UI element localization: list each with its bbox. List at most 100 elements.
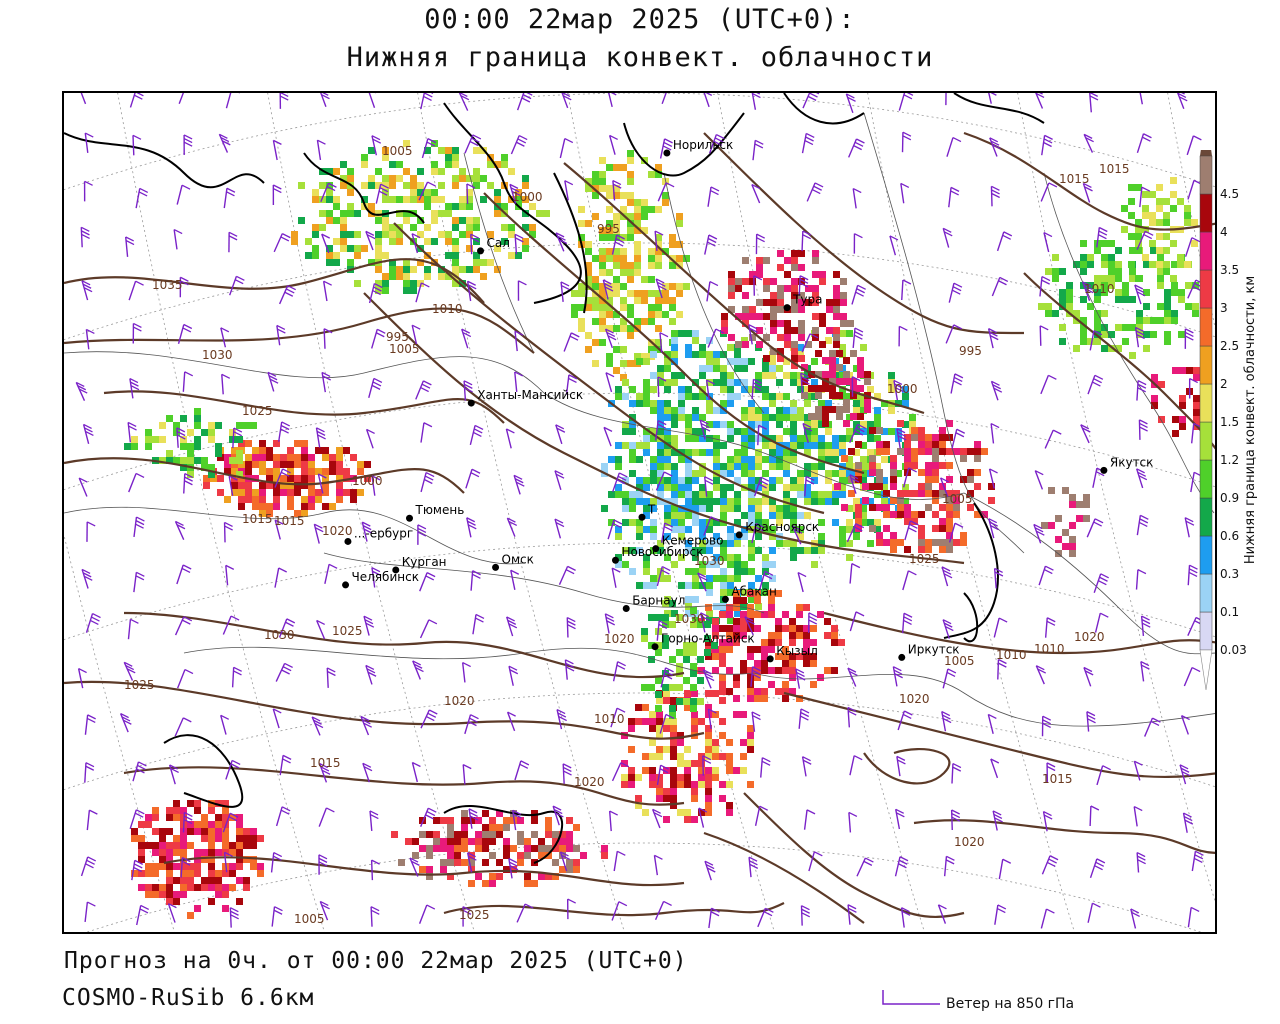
- city-dot: [1100, 466, 1108, 474]
- city-marker: Иркутск: [898, 642, 960, 661]
- isobar-label: 1020: [322, 524, 353, 538]
- isobar-label: 995: [386, 330, 409, 344]
- isobar-label: 1015: [1042, 772, 1073, 786]
- city-dot: [898, 653, 906, 661]
- city-marker: ...-ербург: [344, 526, 413, 545]
- city-label: Кызыл: [776, 644, 818, 658]
- city-label: Тюмень: [415, 503, 465, 517]
- isobar-label: 995: [959, 344, 982, 358]
- isobar-label: 1010: [1034, 642, 1065, 656]
- legend-tick-labels: 0.03 0.1 0.3 0.6 0.9 1.2 1.5 2 2.5 3 3.5 4 4.5: [1220, 187, 1247, 657]
- isobar-label: 1025: [124, 678, 155, 692]
- city-dot: [342, 581, 350, 589]
- city-label: Якутск: [1110, 455, 1154, 469]
- wind-legend-label: Ветер на 850 гПа: [946, 996, 1075, 1012]
- isobar-label: 1020: [954, 835, 985, 849]
- map-title-line2: Нижняя граница конвект. облачности: [346, 42, 934, 73]
- legend-title: Нижняя граница конвект. облачности, км: [1243, 276, 1258, 564]
- legend-tick-label: 0.1: [1220, 605, 1239, 619]
- legend-tick-label: 1.2: [1220, 453, 1239, 467]
- isobar-label: 1020: [899, 692, 930, 706]
- legend-swatch: [1199, 535, 1213, 575]
- legend-tick-label: 4.5: [1220, 187, 1239, 201]
- city-marker: Тура: [783, 293, 822, 312]
- isobar-label: 1005: [294, 912, 325, 926]
- legend-swatch: [1199, 421, 1213, 461]
- city-marker: Челябинск: [342, 570, 419, 589]
- coastlines: [64, 93, 1045, 864]
- city-dot: [344, 537, 352, 545]
- isobar-label: 1030: [674, 612, 705, 626]
- city-label: Омск: [502, 552, 534, 566]
- legend-tick-label: 1.5: [1220, 415, 1239, 429]
- legend-tick-label: 2.5: [1220, 339, 1239, 353]
- city-marker: Горно-Алтайск: [651, 632, 755, 651]
- forecast-caption: Прогноз на 0ч. от 00:00 22мар 2025 (UTC+…: [64, 948, 688, 974]
- legend-swatch: [1199, 497, 1213, 537]
- isobar-contours: [64, 131, 1215, 924]
- isobar-label: 1025: [909, 552, 940, 566]
- isobar-label: 1005: [382, 144, 413, 158]
- city-marker: Тюмень: [406, 503, 464, 522]
- city-marker: Новосибирск: [611, 545, 703, 564]
- city-dot: [492, 563, 500, 571]
- city-marker: Омск: [492, 552, 534, 571]
- city-marker: Якутск: [1100, 455, 1153, 474]
- city-label: Ханты-Мансийск: [477, 388, 583, 402]
- isobar-label: 1015: [242, 512, 273, 526]
- legend-swatch: [1199, 155, 1213, 195]
- model-caption: COSMO-RuSib 6.6км: [62, 985, 315, 1011]
- city-dot: [467, 399, 475, 407]
- city-label: Абакан: [731, 584, 776, 598]
- city-label: Красноярск: [745, 520, 819, 534]
- graticule-lines: [64, 93, 1215, 932]
- legend-top-triangle: [1200, 150, 1212, 156]
- legend-bottom-triangle: [1199, 649, 1213, 690]
- isobar-label: 1015: [310, 756, 341, 770]
- isobar-label: 1030: [694, 554, 725, 568]
- legend-tick-label: 3: [1220, 301, 1228, 315]
- color-legend: 0.03 0.1 0.3 0.6 0.9 1.2 1.5 2 2.5 3 3.5 4 4.5: [1199, 150, 1247, 690]
- isobar-labels: 1005 1000 995 1035 1030 1025 1020 1015 1010 1005 1…: [124, 144, 1130, 926]
- isobar-label: 1025: [459, 908, 490, 922]
- legend-tick-label: 4: [1220, 225, 1228, 239]
- city-label: Норильск: [673, 138, 733, 152]
- legend-swatch: [1199, 573, 1213, 613]
- isobar-label: 1020: [444, 694, 475, 708]
- city-dot: [721, 595, 729, 603]
- isobar-label: 1005: [944, 654, 975, 668]
- city-dot: [652, 545, 660, 553]
- legend-swatch: [1199, 231, 1213, 271]
- isobar-label: 1035: [152, 278, 183, 292]
- legend-swatch: [1199, 383, 1213, 423]
- isobar-label: 1010: [1084, 282, 1115, 296]
- legend-swatch: [1199, 307, 1213, 347]
- city-marker: Кемерово: [652, 534, 723, 553]
- city-dot: [638, 513, 646, 521]
- city-dot: [406, 514, 414, 522]
- isobar-label: 1015: [1059, 172, 1090, 186]
- isobar-label: 1020: [1074, 630, 1105, 644]
- isobar-label: 1000: [512, 190, 543, 204]
- city-markers: Норильск Якутск Тура Сал Ханты-Мансийск ...-е…: [342, 138, 1153, 663]
- city-dot: [611, 556, 619, 564]
- legend-swatch: [1199, 269, 1213, 309]
- isobar-label: 1020: [604, 632, 635, 646]
- city-marker: Курган: [392, 555, 447, 574]
- isobar-label: 1015: [1099, 162, 1130, 176]
- map-canvas: 1005 1000 995 1035 1030 1025 1020 1015 1010 1005 1…: [64, 93, 1215, 932]
- city-marker: Кызыл: [766, 644, 818, 663]
- city-label: Иркутск: [908, 642, 960, 656]
- isobar-label: 1030: [264, 628, 295, 642]
- isobar-label: 1015: [274, 514, 305, 528]
- city-label: ...-ербург: [354, 526, 413, 540]
- city-label: Челябинск: [352, 570, 419, 584]
- isobar-label: 1010: [594, 712, 625, 726]
- legend-swatch: [1199, 345, 1213, 385]
- city-label: Кемерово: [662, 534, 724, 548]
- city-marker: Норильск: [663, 138, 733, 157]
- map-title-line1: 00:00 22мар 2025 (UTC+0):: [424, 4, 856, 35]
- city-dot: [663, 149, 671, 157]
- isobar-label: 1000: [887, 382, 918, 396]
- city-marker: Ханты-Мансийск: [467, 388, 583, 407]
